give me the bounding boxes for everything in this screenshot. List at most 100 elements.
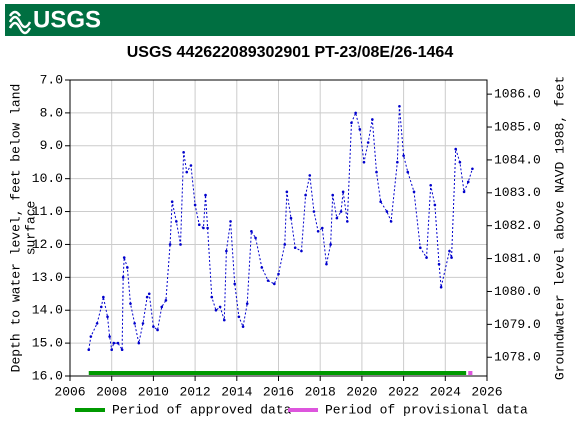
data-point xyxy=(122,256,126,259)
data-point xyxy=(341,190,345,194)
data-point xyxy=(300,249,303,253)
data-point xyxy=(250,229,253,233)
data-point xyxy=(170,200,174,203)
data-point xyxy=(89,335,93,338)
x-tick-label: 2012 xyxy=(179,384,210,399)
data-point xyxy=(95,322,99,325)
data-point xyxy=(454,147,458,151)
data-point xyxy=(437,262,441,266)
y-tick-label: 11.0 xyxy=(32,204,63,219)
data-point xyxy=(120,348,124,351)
data-point xyxy=(339,210,343,213)
data-point xyxy=(222,318,226,322)
data-point xyxy=(164,299,168,302)
data-point xyxy=(371,118,374,121)
y-tick-label: 12.0 xyxy=(32,237,63,252)
data-point xyxy=(87,348,91,351)
data-point xyxy=(147,292,151,296)
data-point xyxy=(335,216,339,220)
data-point xyxy=(283,243,287,246)
data-point xyxy=(385,210,389,213)
data-point xyxy=(396,160,399,164)
data-point xyxy=(126,266,129,269)
data-point xyxy=(266,279,270,282)
data-point xyxy=(320,226,324,230)
data-point xyxy=(293,246,297,250)
data-point xyxy=(214,308,218,312)
data-point xyxy=(185,170,189,174)
legend-label: Period of approved data xyxy=(112,402,292,417)
data-point xyxy=(233,282,237,286)
data-point xyxy=(202,226,205,230)
y-tick-label: 15.0 xyxy=(32,336,63,351)
y-tick-label: 9.0 xyxy=(40,138,63,153)
chart-title: USGS 442622089302901 PT-23/08E/26-1464 xyxy=(127,44,454,61)
data-point xyxy=(156,328,159,332)
data-point xyxy=(112,341,116,345)
data-point xyxy=(116,341,120,345)
data-point xyxy=(439,285,443,289)
x-tick-label: 2018 xyxy=(305,384,336,399)
data-point xyxy=(110,348,113,351)
data-point xyxy=(204,193,207,197)
x-tick-label: 2024 xyxy=(430,384,461,399)
y2-tick-label: 1081.0 xyxy=(494,251,541,266)
y2-tick-label: 1086.0 xyxy=(494,87,541,102)
data-point xyxy=(108,335,111,338)
y-tick-label: 13.0 xyxy=(32,270,63,285)
data-point xyxy=(450,256,453,259)
header-logo-text: USGS xyxy=(33,6,101,33)
data-point xyxy=(406,170,410,174)
data-point xyxy=(182,151,185,154)
data-point xyxy=(206,226,209,230)
data-point xyxy=(193,203,197,207)
data-point xyxy=(129,302,132,305)
data-point xyxy=(197,223,201,227)
data-point xyxy=(466,180,470,184)
data-point xyxy=(366,141,370,144)
data-point xyxy=(273,282,276,286)
data-point xyxy=(175,220,178,223)
data-point xyxy=(379,200,382,203)
y2-tick-label: 1079.0 xyxy=(494,317,541,332)
data-point xyxy=(412,190,416,194)
data-point xyxy=(448,249,451,253)
data-point xyxy=(210,295,214,299)
data-point xyxy=(331,193,335,197)
data-point xyxy=(462,190,466,194)
data-point xyxy=(229,220,232,223)
data-point xyxy=(312,210,316,213)
data-point xyxy=(375,170,378,174)
x-tick-label: 2020 xyxy=(346,384,377,399)
y-axis-label: surface xyxy=(23,201,38,256)
x-tick-label: 2016 xyxy=(263,384,294,399)
data-point xyxy=(471,167,474,171)
data-point xyxy=(141,322,145,325)
data-point xyxy=(168,243,172,246)
data-point xyxy=(152,325,155,328)
y-tick-label: 10.0 xyxy=(32,171,63,186)
y2-tick-label: 1082.0 xyxy=(494,218,541,233)
data-point xyxy=(133,322,136,325)
header-bar xyxy=(5,4,575,36)
data-point xyxy=(458,160,462,164)
data-point xyxy=(433,203,437,207)
data-point xyxy=(350,121,353,125)
data-point xyxy=(179,243,182,246)
usgs-logo xyxy=(8,10,32,35)
y-tick-label: 8.0 xyxy=(40,105,63,120)
data-point xyxy=(325,262,328,266)
y-tick-label: 7.0 xyxy=(40,72,63,87)
data-point xyxy=(425,256,428,259)
x-tick-label: 2026 xyxy=(471,384,502,399)
data-point xyxy=(137,341,141,345)
x-tick-label: 2006 xyxy=(54,384,85,399)
data-point xyxy=(346,220,349,223)
data-point xyxy=(99,305,103,309)
data-point xyxy=(316,229,320,233)
data-point xyxy=(225,249,228,253)
data-point xyxy=(277,272,280,276)
x-tick-label: 2022 xyxy=(388,384,419,399)
data-point xyxy=(398,105,401,108)
